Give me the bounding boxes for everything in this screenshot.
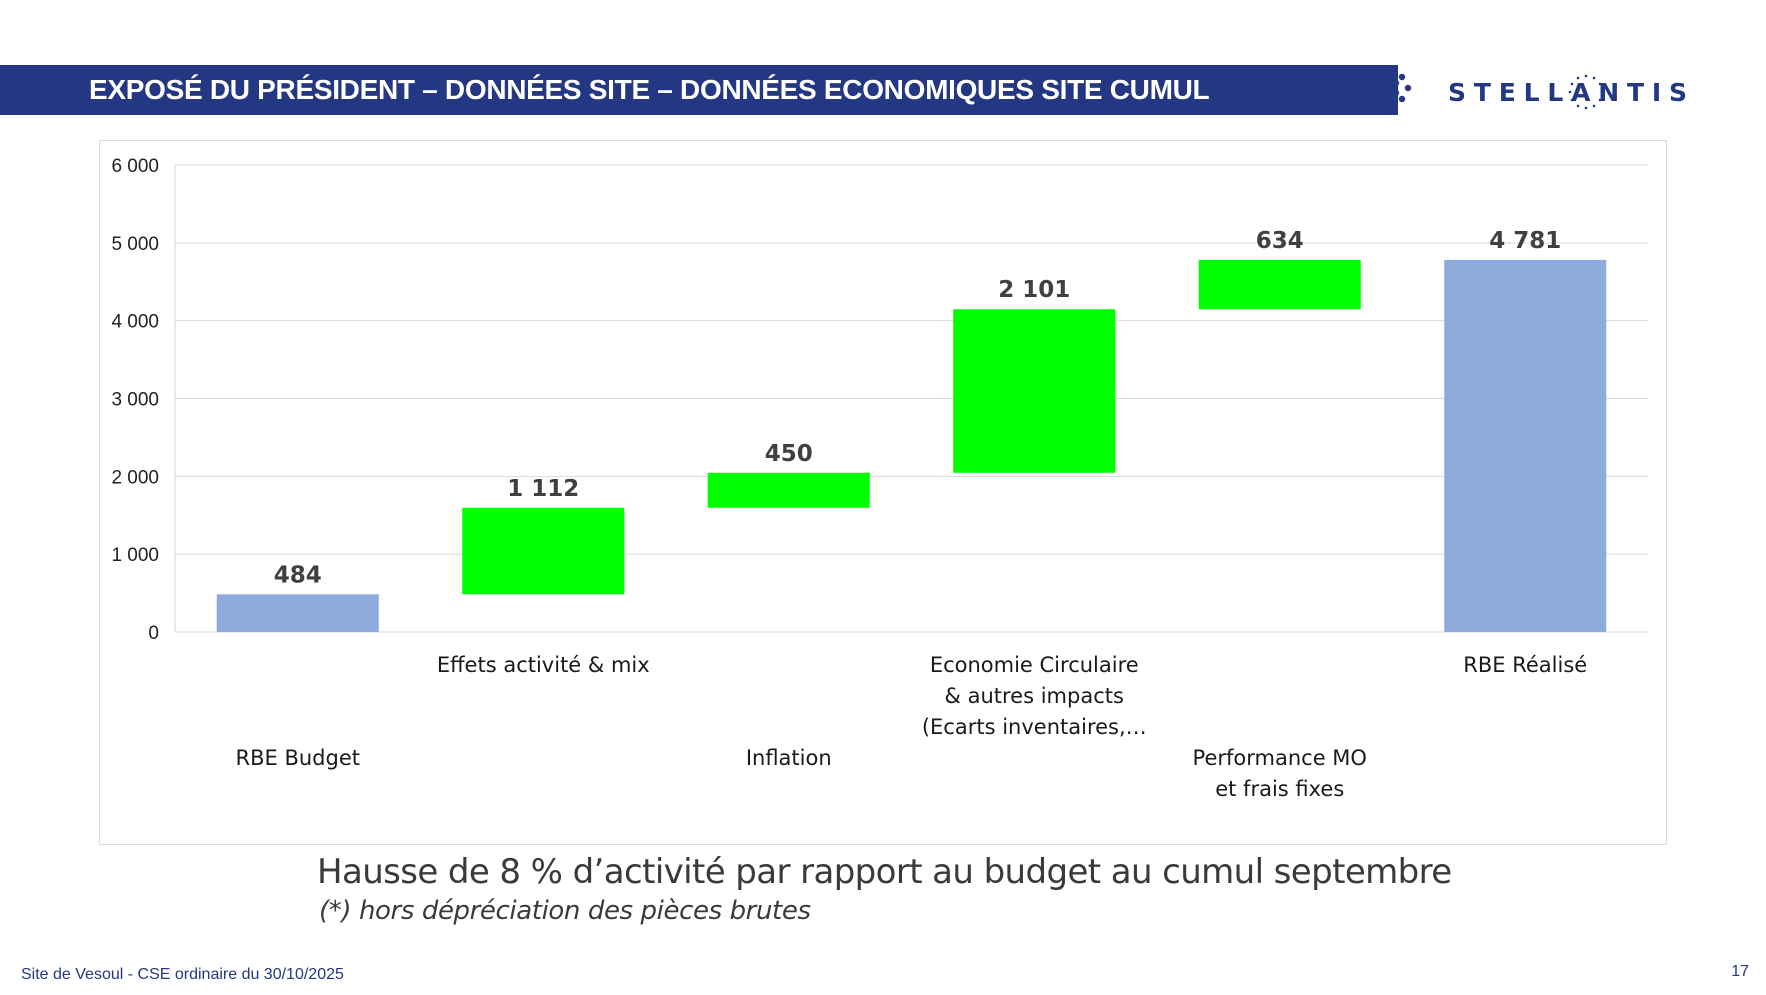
page-number: 17 xyxy=(1731,963,1749,980)
data-label: 1 112 xyxy=(507,476,579,502)
data-label: 634 xyxy=(1256,228,1304,254)
banner-dots-decoration xyxy=(1390,68,1412,110)
footer-site-info: Site de Vesoul - CSE ordinaire du 30/10/… xyxy=(21,966,344,983)
waterfall-bar xyxy=(216,594,379,632)
y-tick-label: 0 xyxy=(148,623,159,644)
category-label: Inflation xyxy=(746,746,832,770)
category-label: Performance MO xyxy=(1193,746,1367,770)
data-label: 4 781 xyxy=(1489,228,1561,254)
y-tick-label: 6 000 xyxy=(111,156,159,177)
data-label: 450 xyxy=(765,441,813,467)
data-label: 2 101 xyxy=(998,277,1070,303)
waterfall-chart: 0 1 000 2 000 3 000 4 000 5 000 6 000 484 RBE Bu… xyxy=(111,156,1648,801)
header-banner: EXPOSÉ DU PRÉSIDENT – DONNÉES SITE – DON… xyxy=(0,65,1398,115)
stellantis-logo: STELLANTIS xyxy=(1448,74,1694,110)
data-label: 484 xyxy=(274,562,322,588)
summary-text: Hausse de 8 % d’activité par rapport au … xyxy=(317,852,1452,892)
waterfall-bar xyxy=(462,507,625,595)
slide-title: EXPOSÉ DU PRÉSIDENT – DONNÉES SITE – DON… xyxy=(89,74,1210,105)
waterfall-bar xyxy=(1198,259,1361,310)
footnote-text: (*) hors dépréciation des pièces brutes xyxy=(319,896,811,926)
chart-frame: 0 1 000 2 000 3 000 4 000 5 000 6 000 484 RBE Bu… xyxy=(99,140,1667,845)
y-tick-label: 5 000 xyxy=(111,234,159,255)
waterfall-bar xyxy=(953,309,1116,473)
category-label: Economie Circulaire xyxy=(930,653,1139,677)
category-label: (Ecarts inventaires,… xyxy=(922,715,1147,739)
category-label: RBE Budget xyxy=(236,746,360,770)
category-label: et frais fixes xyxy=(1215,777,1344,801)
y-tick-label: 3 000 xyxy=(111,390,159,411)
y-tick-label: 1 000 xyxy=(111,545,159,566)
y-tick-label: 2 000 xyxy=(111,467,159,488)
category-label: & autres impacts xyxy=(945,684,1124,708)
category-label: RBE Réalisé xyxy=(1463,653,1587,677)
waterfall-bar xyxy=(707,472,870,508)
category-label: Effets activité & mix xyxy=(437,653,650,677)
logo-wordmark: STELLANTIS xyxy=(1448,78,1694,107)
logo-dot-ring xyxy=(1568,74,1604,110)
y-tick-label: 4 000 xyxy=(111,312,159,333)
waterfall-bar xyxy=(1444,259,1607,632)
